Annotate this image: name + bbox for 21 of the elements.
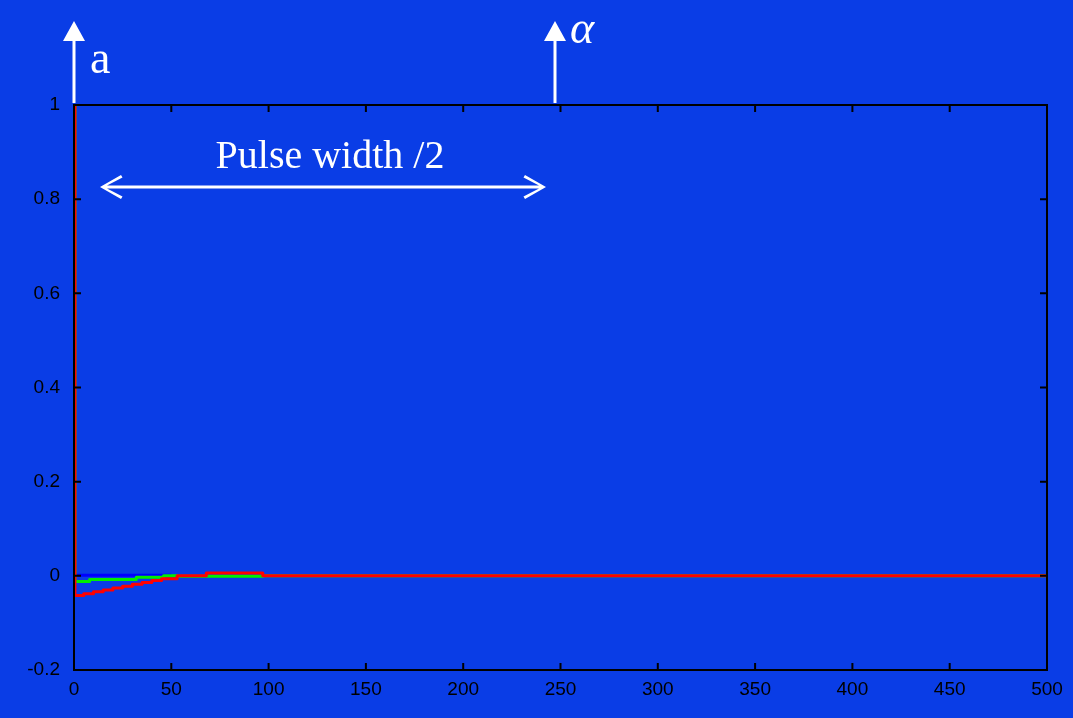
y-tick-label: 0.8	[33, 187, 60, 209]
x-tick-label: 200	[447, 677, 480, 699]
text: a	[90, 32, 111, 83]
annotation: Pulse width /2	[215, 132, 445, 177]
x-tick-label: 350	[739, 677, 771, 699]
y-tick-label: 0.2	[33, 469, 60, 491]
x-tick-label: 450	[933, 677, 966, 699]
y-tick-label: 1	[49, 93, 60, 115]
x-tick-label: 100	[252, 677, 285, 699]
text: α	[570, 2, 595, 53]
x-tick-label: 150	[350, 677, 382, 699]
x-tick-label: 250	[544, 677, 577, 699]
x-tick-label: 300	[641, 677, 674, 699]
x-tick-label: 400	[836, 677, 869, 699]
y-tick-label: 0	[49, 564, 60, 586]
x-tick-label: 0	[68, 677, 80, 699]
x-tick-label: 500	[1031, 677, 1063, 699]
y-tick-label: 0.6	[33, 281, 60, 303]
y-tick-label: -0.2	[27, 658, 60, 680]
x-tick-label: 50	[160, 677, 182, 699]
y-tick-label: 0.4	[33, 375, 61, 397]
